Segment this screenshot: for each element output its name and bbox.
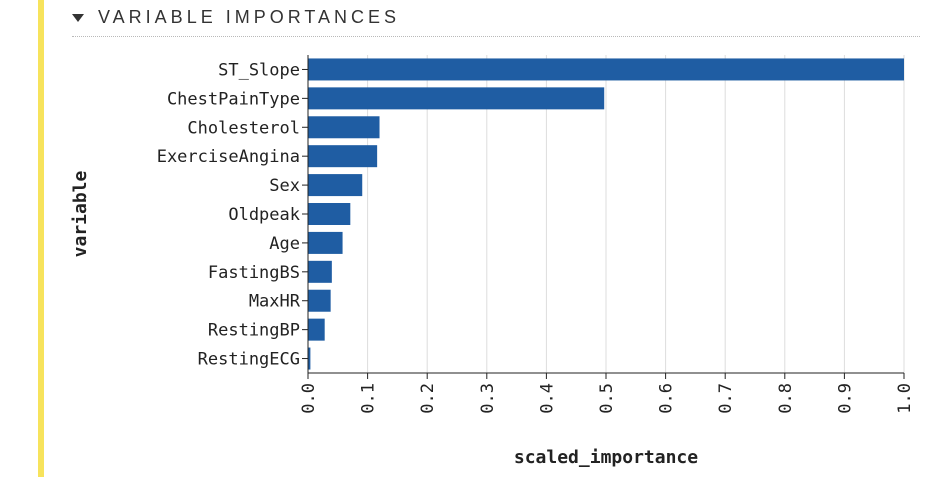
bar — [308, 231, 343, 254]
x-tick-label: 0.6 — [657, 383, 677, 414]
y-tick-label: Oldpeak — [228, 205, 300, 225]
y-tick-label: RestingBP — [208, 321, 300, 341]
section-header[interactable]: VARIABLE IMPORTANCES — [72, 6, 920, 37]
bar — [308, 87, 605, 110]
y-tick-label: Cholesterol — [187, 118, 300, 138]
x-tick-label: 0.9 — [835, 383, 855, 414]
bar — [308, 174, 363, 197]
left-accent-bar — [38, 0, 44, 477]
y-tick-label: Age — [269, 234, 300, 254]
x-tick-label: 0.8 — [776, 383, 796, 414]
y-tick-label: FastingBS — [208, 263, 300, 283]
x-tick-label: 0.4 — [537, 383, 557, 414]
section-title: VARIABLE IMPORTANCES — [98, 7, 401, 27]
bar — [308, 289, 331, 312]
bar — [308, 347, 311, 370]
y-axis-title: variable — [70, 170, 91, 257]
x-tick-label: 0.3 — [478, 383, 498, 414]
bar — [308, 318, 325, 341]
x-tick-label: 1.0 — [895, 383, 915, 414]
x-tick-label: 0.5 — [597, 383, 617, 414]
y-tick-label: ChestPainType — [167, 89, 300, 109]
caret-down-icon[interactable] — [72, 14, 84, 22]
x-tick-label: 0.1 — [359, 383, 379, 414]
x-tick-label: 0.7 — [716, 383, 736, 414]
y-tick-label: MaxHR — [249, 292, 301, 312]
x-tick-label: 0.2 — [418, 383, 438, 414]
bar — [308, 260, 332, 283]
bar — [308, 145, 378, 168]
bar — [308, 58, 904, 81]
bar — [308, 203, 351, 225]
x-axis-title: scaled_importance — [514, 447, 698, 468]
x-tick-label: 0.0 — [299, 383, 319, 414]
y-tick-label: ST_Slope — [218, 60, 300, 80]
y-tick-label: RestingECG — [198, 350, 300, 370]
y-tick-label: Sex — [269, 176, 300, 196]
bar — [308, 116, 380, 139]
y-tick-label: ExerciseAngina — [157, 147, 300, 167]
